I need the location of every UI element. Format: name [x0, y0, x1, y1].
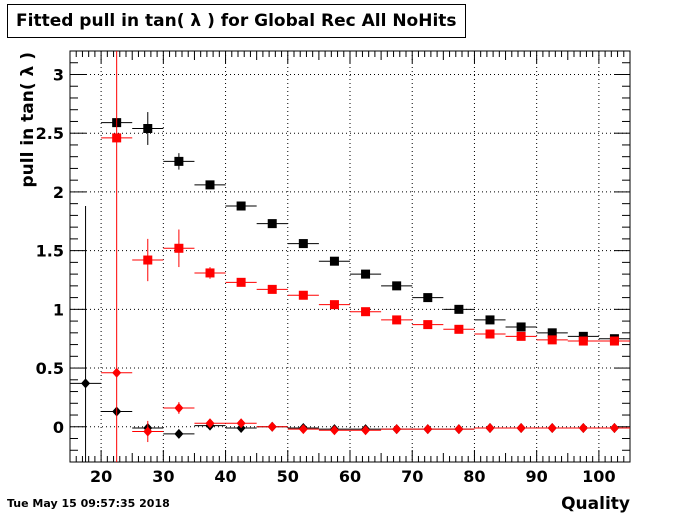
data-point-square	[174, 156, 184, 166]
data-point-square	[329, 256, 339, 266]
data-point-square	[423, 293, 433, 303]
data-point-diamond	[205, 418, 215, 429]
x-tick-label: 40	[214, 467, 236, 486]
data-point-diamond	[298, 424, 308, 435]
data-point-square	[516, 331, 526, 341]
chart-title-box: Fitted pull in tan( λ ) for Global Rec A…	[7, 4, 466, 38]
data-point-diamond	[81, 378, 91, 389]
y-tick-label: 2	[53, 183, 64, 202]
data-point-square	[454, 324, 464, 334]
data-series	[70, 51, 630, 462]
x-tick-label: 70	[401, 467, 423, 486]
data-point-square	[392, 281, 402, 291]
data-point-square	[423, 320, 433, 330]
data-point-square	[578, 331, 588, 341]
plot-frame	[69, 50, 631, 463]
data-point-square	[174, 243, 184, 253]
x-tick-label: 100	[582, 467, 615, 486]
data-point-square	[298, 290, 308, 300]
data-point-square	[361, 307, 371, 317]
data-point-square	[267, 284, 277, 294]
data-point-square	[205, 180, 215, 190]
y-tick-label: 2.5	[36, 124, 64, 143]
x-tick-label: 20	[90, 467, 112, 486]
x-tick-label: 80	[463, 467, 485, 486]
data-point-diamond	[516, 422, 526, 433]
data-point-square	[392, 315, 402, 325]
data-point-diamond	[392, 424, 402, 435]
y-tick-label: 3	[53, 65, 64, 84]
data-point-square	[516, 322, 526, 332]
grid-lines	[70, 51, 630, 462]
y-tick-label: 0.5	[36, 359, 64, 378]
data-point-diamond	[423, 424, 433, 435]
data-point-diamond	[485, 422, 495, 433]
data-point-square	[236, 201, 246, 211]
data-point-diamond	[454, 424, 464, 435]
axis-ticks: 20 30 40 50 60 70 80 90 100 0 0.5 1 1.5 2 2.5 3	[36, 50, 631, 486]
data-point-diamond	[174, 428, 184, 439]
data-point-square	[578, 336, 588, 346]
data-point-diamond	[112, 367, 122, 378]
y-axis-title: pull in tan( λ )	[18, 52, 38, 188]
data-point-square	[485, 329, 495, 339]
data-point-diamond	[236, 418, 246, 429]
data-point-square	[547, 328, 557, 338]
data-point-square	[609, 336, 619, 346]
data-point-square	[329, 300, 339, 310]
data-point-square	[547, 335, 557, 345]
data-point-diamond	[267, 421, 277, 432]
data-point-square	[205, 268, 215, 278]
data-point-square	[361, 269, 371, 279]
x-tick-label: 50	[277, 467, 299, 486]
x-tick-label: 30	[152, 467, 174, 486]
data-point-square	[143, 124, 153, 134]
data-point-square	[298, 239, 308, 249]
data-point-diamond	[361, 425, 371, 436]
data-point-square	[143, 255, 153, 265]
data-point-diamond	[143, 426, 153, 437]
series-3	[101, 51, 630, 462]
y-tick-label: 1.5	[36, 242, 64, 261]
x-tick-label: 90	[526, 467, 548, 486]
data-point-square	[485, 315, 495, 325]
data-point-diamond	[174, 402, 184, 413]
timestamp-label: Tue May 15 09:57:35 2018	[7, 497, 170, 510]
data-point-diamond	[547, 422, 557, 433]
x-axis-title: Quality	[561, 494, 630, 514]
y-tick-label: 0	[53, 418, 64, 437]
x-tick-label: 60	[339, 467, 361, 486]
chart-title: Fitted pull in tan( λ ) for Global Rec A…	[16, 11, 457, 31]
data-point-square	[236, 277, 246, 287]
data-point-square	[454, 304, 464, 314]
series-0	[101, 112, 630, 344]
series-1	[101, 133, 630, 346]
data-point-diamond	[329, 425, 339, 436]
data-point-diamond	[609, 422, 619, 433]
y-tick-label: 1	[53, 300, 64, 319]
data-point-diamond	[578, 422, 588, 433]
data-point-square	[267, 219, 277, 229]
